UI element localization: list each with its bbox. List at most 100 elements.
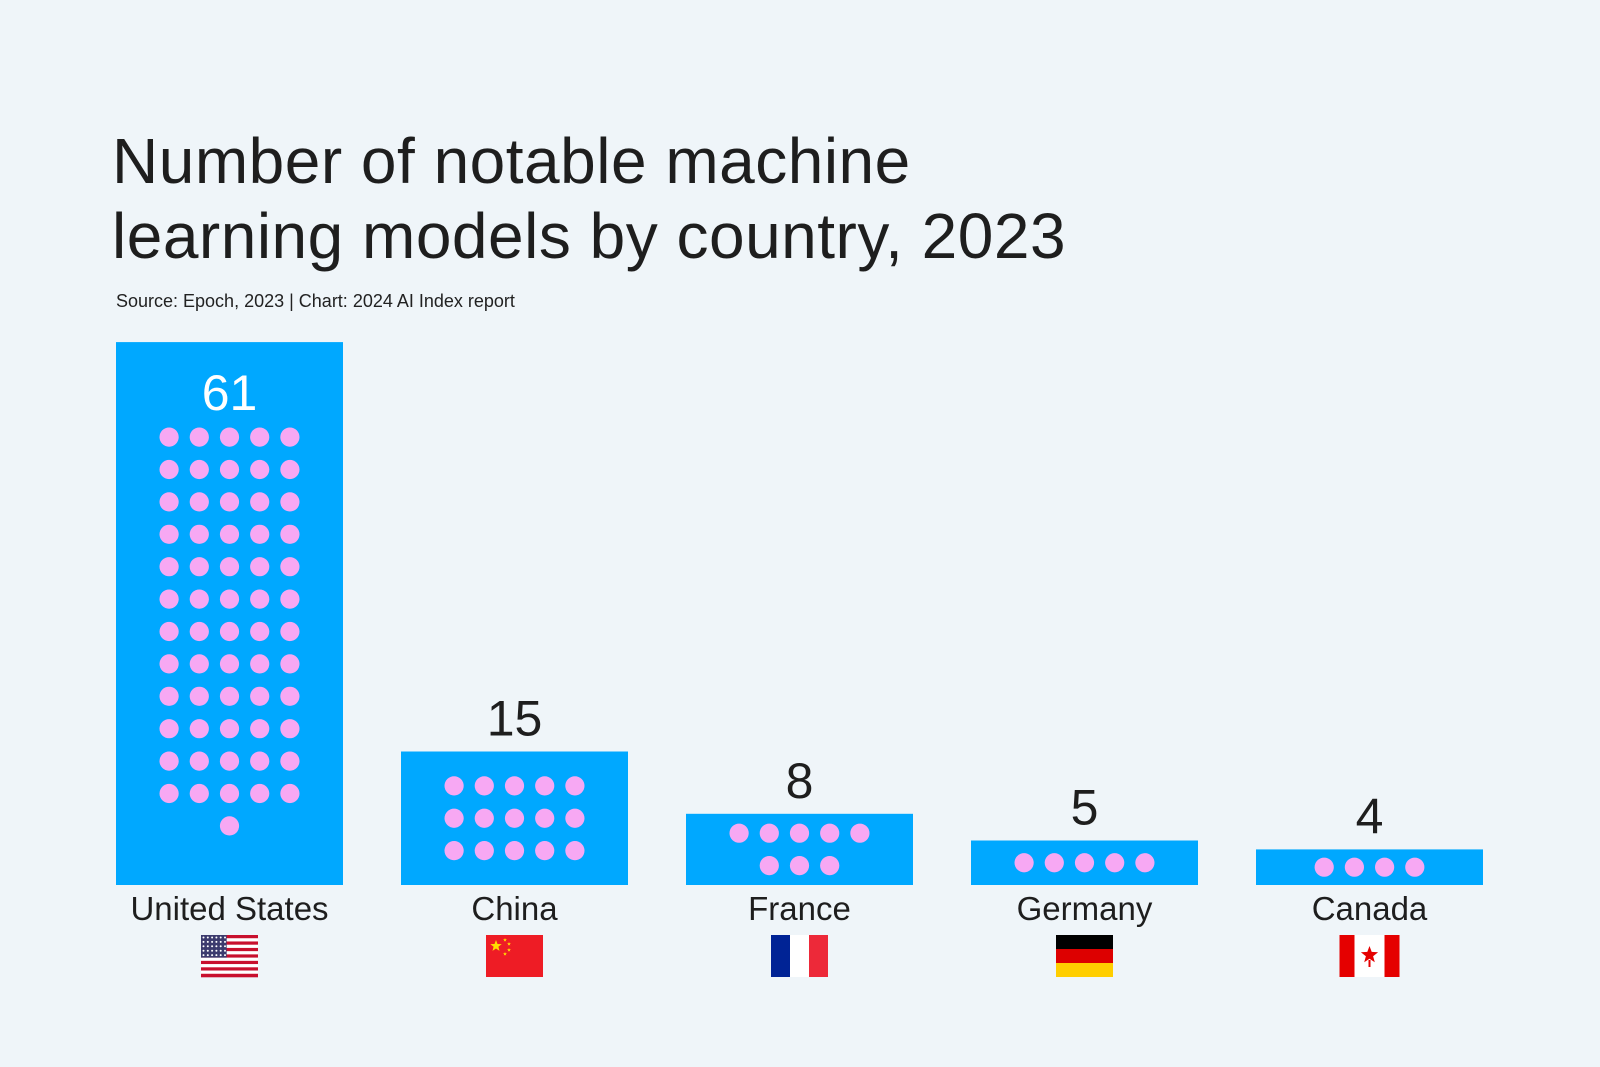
model-dot (820, 823, 840, 843)
model-dot (189, 427, 209, 447)
model-dot (219, 816, 240, 836)
model-dot (820, 856, 840, 876)
model-dot (474, 776, 494, 796)
model-dot (789, 856, 810, 876)
model-dot (159, 783, 179, 804)
model-dot (280, 783, 300, 804)
model-dot (159, 459, 179, 480)
model-dot (504, 841, 525, 861)
model-dot (565, 776, 585, 796)
model-dot (219, 686, 240, 706)
bar (1256, 849, 1483, 885)
model-dot (474, 841, 494, 861)
model-dot (280, 524, 300, 544)
model-dot (189, 783, 209, 804)
model-dot (280, 557, 300, 577)
model-dot (504, 808, 525, 828)
model-dot (250, 524, 270, 544)
model-dot (189, 719, 209, 739)
model-dot (219, 557, 240, 577)
model-dot (535, 776, 555, 796)
model-dot (1044, 853, 1064, 873)
china-flag-icon (486, 935, 543, 977)
model-dot (159, 427, 179, 447)
category-label: Germany (1017, 890, 1153, 927)
model-dot (280, 589, 300, 609)
value-label: 61 (202, 365, 258, 421)
chart-source: Source: Epoch, 2023 | Chart: 2024 AI Ind… (116, 291, 515, 311)
model-dot (1105, 853, 1125, 873)
model-dot (219, 459, 240, 480)
model-dot (280, 751, 300, 771)
model-dot (159, 492, 179, 512)
model-dot (280, 459, 300, 480)
us-flag-icon (201, 935, 258, 978)
bar-group: 5 Germany (971, 780, 1198, 977)
value-label: 8 (786, 753, 814, 809)
model-dot (280, 621, 300, 642)
canada-flag-icon (1339, 935, 1400, 977)
model-dot (159, 557, 179, 577)
model-dot (159, 654, 179, 674)
model-dot (280, 427, 300, 447)
france-flag-icon (771, 935, 828, 977)
model-dot (219, 589, 240, 609)
model-dot (219, 719, 240, 739)
bar-group: 8 France (686, 753, 913, 977)
model-dot (189, 492, 209, 512)
model-dot (189, 751, 209, 771)
model-dot (189, 459, 209, 480)
model-dot (219, 621, 240, 642)
bar-group: 15 China (401, 691, 628, 977)
category-label: France (748, 890, 851, 927)
model-dot (1344, 857, 1364, 877)
title-line-1: Number of notable machine (112, 125, 911, 197)
model-dot (250, 589, 270, 609)
bar-group: 4 Canada (1256, 788, 1483, 977)
value-label: 5 (1071, 780, 1099, 836)
model-dot (250, 783, 270, 804)
category-label: United States (130, 890, 328, 927)
model-dot (250, 459, 270, 480)
model-dot (219, 783, 240, 804)
model-dot (1405, 857, 1425, 877)
model-dot (250, 427, 270, 447)
model-dot (159, 686, 179, 706)
value-label: 4 (1356, 788, 1384, 844)
model-dot (759, 823, 779, 843)
model-dot (189, 524, 209, 544)
model-dot (219, 751, 240, 771)
model-dot (1375, 857, 1395, 877)
model-dot (189, 589, 209, 609)
model-dot (729, 823, 749, 843)
model-dot (1135, 853, 1155, 873)
model-dot (474, 808, 494, 828)
model-dot (219, 654, 240, 674)
model-dot (535, 808, 555, 828)
model-dot (189, 654, 209, 674)
model-dot (219, 427, 240, 447)
model-dot (280, 492, 300, 512)
chart-title: Number of notable machine learning models… (112, 124, 1412, 274)
model-dot (250, 751, 270, 771)
model-dot (250, 557, 270, 577)
model-dot (759, 856, 779, 876)
model-dot (280, 719, 300, 739)
model-dot (250, 621, 270, 642)
model-dot (535, 841, 555, 861)
model-dot (565, 808, 585, 828)
model-dot (565, 841, 585, 861)
model-dot (1014, 853, 1034, 873)
model-dot (1074, 853, 1095, 873)
category-label: China (471, 890, 558, 927)
bar-group: 61 United States (116, 342, 343, 978)
model-dot (250, 492, 270, 512)
model-dot (504, 776, 525, 796)
model-dot (250, 654, 270, 674)
title-line-2: learning models by country, 2023 (112, 200, 1067, 272)
model-dot (250, 719, 270, 739)
model-dot (1314, 857, 1334, 877)
category-label: Canada (1312, 890, 1428, 927)
model-dot (189, 686, 209, 706)
